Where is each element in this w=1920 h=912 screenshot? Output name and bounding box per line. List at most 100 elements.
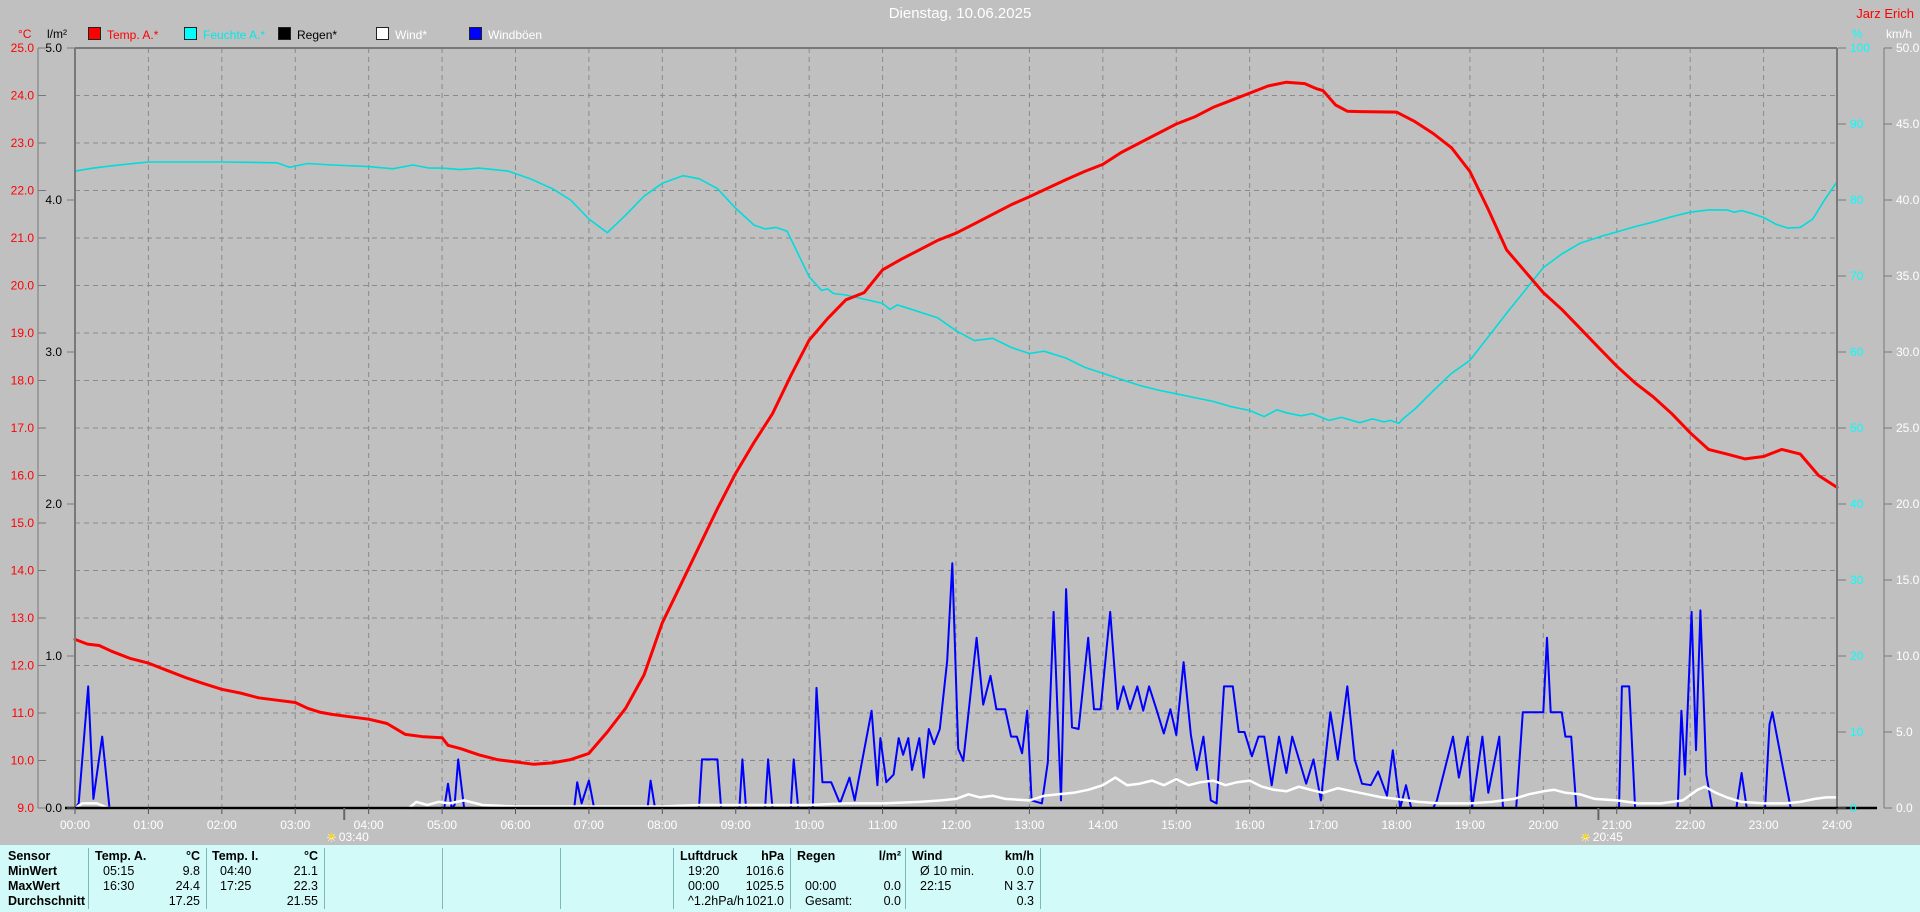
- axis-tick-rain: 3.0: [45, 345, 62, 359]
- axis-tick-wind: 50.0: [1896, 41, 1920, 55]
- sunrise-time: 03:40: [338, 830, 369, 844]
- legend-item-humidity: Feuchte A.*: [184, 27, 265, 42]
- sunset-time: 20:45: [1592, 830, 1623, 844]
- left-axis-unit-rain: l/m²: [47, 27, 67, 41]
- table-cell: 16:30 24.4: [103, 879, 200, 893]
- humidity-swatch-icon: [184, 27, 197, 40]
- axis-tick-hour: 22:00: [1675, 818, 1705, 832]
- axis-tick-temp: 15.0: [11, 516, 35, 530]
- table-separator: [905, 848, 906, 909]
- table-cell: 22:15 N 3.7: [920, 879, 1034, 893]
- table-cell: 04:40 21.1: [220, 864, 318, 878]
- axis-tick-hour: 21:00: [1602, 818, 1632, 832]
- table-cell: ^1.2hPa/h 1021.0: [688, 894, 784, 908]
- table-separator: [206, 848, 207, 909]
- table-col-header: Temp. A. °C: [95, 849, 200, 863]
- axis-tick-humidity: 60: [1850, 345, 1864, 359]
- legend-item-wind: Wind*: [376, 27, 427, 42]
- axis-tick-hour: 09:00: [721, 818, 751, 832]
- axis-tick-rain: 0.0: [45, 801, 62, 815]
- axis-tick-hour: 03:00: [280, 818, 310, 832]
- axis-tick-hour: 20:00: [1528, 818, 1558, 832]
- table-cell: Ø 10 min. 0.0: [920, 864, 1034, 878]
- series-wind: [73, 776, 1839, 810]
- axis-tick-temp: 14.0: [11, 564, 35, 578]
- table-separator: [88, 848, 89, 909]
- legend-label: Regen*: [297, 28, 338, 42]
- axis-tick-humidity: 40: [1850, 497, 1864, 511]
- legend-label: Wind*: [395, 28, 428, 42]
- table-separator: [324, 848, 325, 909]
- axis-tick-hour: 06:00: [500, 818, 530, 832]
- table-cell: [797, 864, 901, 879]
- table-cell: 21.55: [286, 894, 318, 908]
- axis-tick-hour: 00:00: [60, 818, 90, 832]
- axis-tick-temp: 11.0: [12, 706, 35, 720]
- series-feuchtea: [74, 161, 1838, 425]
- axis-tick-hour: 01:00: [133, 818, 163, 832]
- axis-tick-hour: 24:00: [1822, 818, 1852, 832]
- sunset-marker: ☀ 20:45: [1580, 830, 1623, 844]
- axis-tick-humidity: 0: [1850, 801, 1857, 815]
- legend-label: Temp. A.*: [107, 28, 159, 42]
- table-cell: Gesamt: 0.0: [805, 894, 901, 908]
- axis-tick-hour: 19:00: [1455, 818, 1485, 832]
- axis-tick-wind: 0.0: [1896, 801, 1913, 815]
- axis-tick-temp: 23.0: [11, 136, 35, 150]
- table-corner-label: Sensor: [8, 849, 51, 863]
- weather-chart: 9.0 10.0 11.0 12.0 13.0 14.0 15.0 16.0 17.0 18.0 1…: [11, 41, 1920, 832]
- table-cell: 17:25 22.3: [220, 879, 318, 893]
- axis-tick-wind: 10.0: [1896, 649, 1920, 663]
- axis-tick-rain: 2.0: [45, 497, 62, 511]
- axis-tick-hour: 16:00: [1235, 818, 1265, 832]
- table-cell: 00:00 0.0: [805, 879, 901, 893]
- table-cell: 19:20 1016.6: [688, 864, 784, 878]
- axis-tick-humidity: 50: [1850, 421, 1864, 435]
- axis-tick-hour: 17:00: [1308, 818, 1338, 832]
- page-title: Dienstag, 10.06.2025: [888, 5, 1032, 22]
- axis-tick-hour: 15:00: [1161, 818, 1191, 832]
- axis-tick-rain: 4.0: [45, 193, 62, 207]
- legend-label: Windböen: [488, 28, 543, 42]
- table-cell: 00:00 1025.5: [688, 879, 784, 893]
- table-separator: [790, 848, 791, 909]
- axis-tick-hour: 14:00: [1088, 818, 1118, 832]
- gusts-swatch-icon: [469, 27, 482, 40]
- axis-tick-humidity: 10: [1850, 725, 1864, 739]
- table-row-label: Durchschnitt: [8, 894, 86, 908]
- station-name: Jarz Erich: [1856, 6, 1914, 21]
- axis-tick-temp: 24.0: [11, 89, 35, 103]
- axis-tick-temp: 18.0: [11, 374, 35, 388]
- table-separator: [673, 848, 674, 909]
- axis-tick-hour: 11:00: [868, 818, 897, 832]
- sunrise-marker: ☀ 03:40: [326, 830, 369, 844]
- table-row-label: MinWert: [8, 864, 58, 878]
- axis-tick-hour: 08:00: [647, 818, 677, 832]
- axis-tick-wind: 20.0: [1896, 497, 1920, 511]
- axis-tick-hour: 12:00: [941, 818, 971, 832]
- axis-tick-temp: 13.0: [11, 611, 35, 625]
- table-row-label: MaxWert: [8, 879, 60, 893]
- axis-tick-hour: 13:00: [1014, 818, 1044, 832]
- axis-tick-temp: 17.0: [11, 421, 35, 435]
- legend-item-temp: Temp. A.*: [88, 27, 158, 42]
- table-col-header: Luftdruck hPa: [680, 849, 784, 863]
- rain-swatch-icon: [278, 27, 291, 40]
- table-separator: [1040, 848, 1041, 909]
- right-axis-unit-humidity: %: [1852, 27, 1863, 41]
- axis-tick-temp: 9.0: [17, 801, 34, 815]
- table-cell: 17.25: [168, 894, 200, 908]
- axis-tick-hour: 02:00: [207, 818, 237, 832]
- right-axis-unit-wind: km/h: [1886, 27, 1913, 41]
- table-cell: 0.3: [1016, 894, 1034, 908]
- axis-tick-wind: 40.0: [1896, 193, 1920, 207]
- sun-icon: ☀: [1580, 830, 1591, 844]
- wind-swatch-icon: [376, 27, 389, 40]
- axis-tick-temp: 16.0: [11, 469, 35, 483]
- axis-tick-humidity: 80: [1850, 193, 1864, 207]
- axis-tick-rain: 1.0: [45, 649, 62, 663]
- table-cell: 05:15 9.8: [103, 864, 200, 878]
- stats-table: Sensor MinWert MaxWert Durchschnitt Temp. A.…: [0, 845, 1920, 912]
- axis-tick-wind: 15.0: [1896, 573, 1920, 587]
